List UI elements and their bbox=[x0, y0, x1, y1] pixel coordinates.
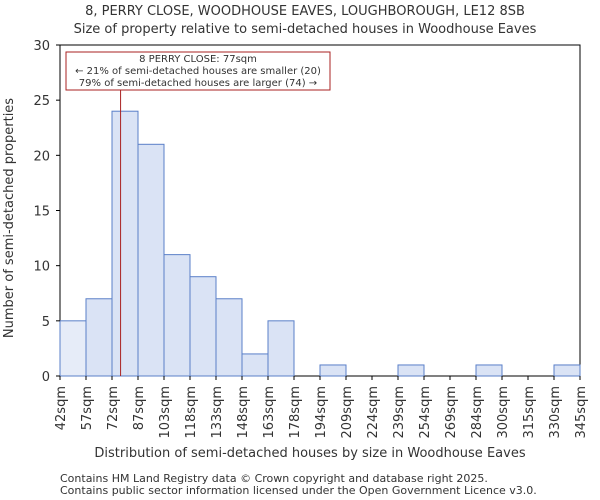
x-tick-label: 133sqm bbox=[210, 386, 225, 439]
footer-line-2: Contains public sector information licen… bbox=[60, 484, 537, 497]
y-tick-label: 25 bbox=[33, 94, 50, 109]
bar-57sqm bbox=[85, 298, 113, 377]
marker-annotation: 8 PERRY CLOSE: 77sqm ← 21% of semi-detac… bbox=[65, 51, 331, 91]
annotation-box bbox=[65, 51, 331, 91]
x-tick-label: 284sqm bbox=[470, 386, 485, 439]
bar-118sqm bbox=[189, 276, 217, 377]
x-tick-label: 345sqm bbox=[574, 386, 589, 439]
y-axis-ticks: 0 5 10 15 20 25 30 bbox=[33, 39, 60, 385]
x-tick-label: 300sqm bbox=[496, 386, 511, 439]
annotation-larger: 79% of semi-detached houses are larger (… bbox=[79, 78, 317, 89]
bar-103sqm bbox=[163, 254, 191, 377]
y-tick-label: 10 bbox=[33, 260, 50, 275]
x-tick-label: 163sqm bbox=[262, 386, 277, 439]
x-axis-ticks: 42sqm 57sqm 72sqm 87sqm 103sqm 118sqm 133sqm 14… bbox=[54, 376, 589, 439]
x-tick-label: 269sqm bbox=[444, 386, 459, 439]
x-tick-label: 224sqm bbox=[366, 386, 381, 439]
x-tick-label: 118sqm bbox=[184, 386, 199, 439]
x-tick-label: 57sqm bbox=[80, 386, 95, 430]
chart-subtitle: Size of property relative to semi-detach… bbox=[74, 22, 537, 37]
x-tick-label: 330sqm bbox=[548, 386, 563, 439]
x-tick-label: 87sqm bbox=[132, 386, 147, 430]
bar-194sqm bbox=[319, 364, 347, 377]
x-tick-label: 209sqm bbox=[340, 386, 355, 439]
x-tick-label: 72sqm bbox=[106, 386, 121, 430]
y-tick-label: 15 bbox=[33, 205, 50, 220]
x-tick-label: 103sqm bbox=[158, 386, 173, 439]
y-axis-label: Number of semi-detached properties bbox=[2, 98, 17, 338]
bar-284sqm bbox=[475, 364, 503, 377]
x-tick-label: 194sqm bbox=[314, 386, 329, 439]
bar-148sqm bbox=[241, 353, 269, 377]
y-tick-label: 0 bbox=[42, 370, 50, 385]
bar-42sqm bbox=[59, 320, 87, 377]
x-tick-label: 148sqm bbox=[236, 386, 251, 439]
bar-330sqm bbox=[553, 364, 581, 377]
annotation-title: 8 PERRY CLOSE: 77sqm bbox=[139, 54, 257, 65]
footer-line-1: Contains HM Land Registry data © Crown c… bbox=[60, 472, 488, 485]
bar-163sqm bbox=[267, 320, 295, 377]
y-tick-label: 5 bbox=[42, 315, 50, 330]
chart-title: 8, PERRY CLOSE, WOODHOUSE EAVES, LOUGHBO… bbox=[85, 4, 525, 19]
x-tick-label: 254sqm bbox=[418, 386, 433, 439]
bar-133sqm bbox=[215, 298, 243, 377]
x-tick-label: 315sqm bbox=[522, 386, 537, 439]
y-tick-label: 30 bbox=[33, 39, 50, 54]
bars-group bbox=[59, 110, 581, 377]
x-tick-label: 239sqm bbox=[392, 386, 407, 439]
y-tick-label: 20 bbox=[33, 149, 50, 164]
annotation-smaller: ← 21% of semi-detached houses are smalle… bbox=[75, 66, 321, 77]
bar-239sqm bbox=[397, 364, 425, 377]
bar-72sqm bbox=[111, 110, 139, 377]
x-tick-label: 178sqm bbox=[288, 386, 303, 439]
x-axis-label: Distribution of semi-detached houses by … bbox=[94, 446, 525, 461]
x-tick-label: 42sqm bbox=[54, 386, 69, 430]
bar-87sqm bbox=[137, 143, 165, 377]
